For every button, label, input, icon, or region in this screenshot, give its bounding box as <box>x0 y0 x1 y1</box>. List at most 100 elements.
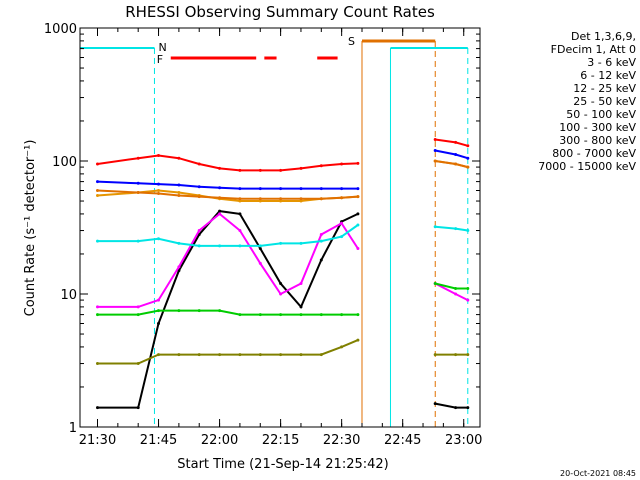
data-point <box>319 187 323 191</box>
data-point <box>136 181 140 185</box>
data-point <box>157 298 160 302</box>
data-point <box>218 209 222 213</box>
data-point <box>157 237 160 241</box>
data-point <box>177 265 181 269</box>
legend-entry: 6 - 12 keV <box>580 69 636 82</box>
data-point <box>238 229 242 232</box>
legend-entry: 50 - 100 keV <box>566 108 636 121</box>
data-point <box>279 241 283 245</box>
data-point <box>466 353 470 357</box>
data-point <box>356 195 360 199</box>
data-point <box>258 168 262 172</box>
data-point <box>238 187 242 191</box>
data-point <box>279 313 283 317</box>
data-point <box>197 353 201 357</box>
data-point <box>279 197 283 201</box>
legend-entry: 100 - 300 keV <box>559 121 636 134</box>
data-point <box>299 187 303 191</box>
series-7000-15000-kev <box>96 338 470 365</box>
data-point <box>433 225 437 229</box>
data-point <box>454 406 458 410</box>
data-point <box>258 353 262 357</box>
data-point <box>96 180 99 184</box>
data-point <box>466 156 470 160</box>
data-point <box>136 313 140 317</box>
data-point <box>197 229 201 232</box>
x-tick-label: 22:15 <box>262 433 299 448</box>
data-point <box>197 244 201 248</box>
legend-entry: 800 - 7000 keV <box>552 147 636 160</box>
data-point <box>218 212 222 216</box>
data-point <box>157 192 160 195</box>
data-point <box>136 305 140 309</box>
data-point <box>356 161 360 165</box>
data-point <box>197 162 201 166</box>
data-point <box>218 196 222 200</box>
data-point <box>356 247 360 250</box>
y-tick-label: 10 <box>60 288 77 303</box>
data-point <box>356 338 360 342</box>
data-point <box>340 162 344 166</box>
data-point <box>258 197 262 201</box>
data-point <box>319 164 323 168</box>
x-tick-label: 22:00 <box>201 433 238 448</box>
series-layer <box>96 138 470 410</box>
data-point <box>356 187 360 191</box>
data-point <box>340 235 344 239</box>
data-point <box>466 165 470 169</box>
data-point <box>238 197 242 201</box>
series-25-50-kev <box>96 223 470 248</box>
data-point <box>340 345 344 349</box>
data-point <box>258 187 262 191</box>
data-point <box>356 212 360 216</box>
series-3-6-kev <box>96 209 470 410</box>
data-point <box>238 168 242 172</box>
series-line <box>435 149 469 160</box>
legend-header: FDecim 1, Att 0 <box>551 43 636 56</box>
series-line <box>97 154 358 172</box>
series-line <box>435 225 468 232</box>
series-line <box>435 402 468 409</box>
data-point <box>279 199 283 203</box>
series-12-25-kev <box>96 282 470 317</box>
y-tick-label: 1 <box>69 421 77 436</box>
data-point <box>433 159 437 163</box>
data-point <box>299 353 303 357</box>
series-line <box>97 212 359 308</box>
series-line <box>435 160 469 169</box>
data-point <box>433 138 437 141</box>
data-point <box>340 196 344 200</box>
x-axis-label: Start Time (21-Sep-14 21:25:42) <box>177 457 388 472</box>
data-point <box>157 182 160 186</box>
data-point <box>177 353 181 357</box>
data-point <box>340 313 344 317</box>
data-point <box>96 189 99 192</box>
data-point <box>279 292 283 296</box>
series-line <box>97 189 358 200</box>
saa-label: S <box>348 35 355 48</box>
data-point <box>177 309 181 313</box>
data-point <box>279 168 283 172</box>
legend-entry: 25 - 50 keV <box>573 95 636 108</box>
data-point <box>136 406 140 410</box>
data-point <box>466 144 470 148</box>
data-point <box>299 199 303 203</box>
legend-header: Det 1,3,6,9, <box>571 30 636 43</box>
data-point <box>433 402 437 406</box>
data-point <box>218 166 222 170</box>
data-point <box>454 353 458 357</box>
data-point <box>279 282 283 285</box>
data-point <box>197 185 201 189</box>
data-point <box>356 313 360 317</box>
data-point <box>319 239 323 243</box>
data-point <box>466 406 470 410</box>
series-800-7000-kev <box>96 159 470 201</box>
data-point <box>218 186 222 190</box>
series-300-800-kev <box>96 149 470 191</box>
y-axis-label: Count Rate (s⁻¹ detector⁻¹) <box>23 140 38 317</box>
data-point <box>96 305 99 309</box>
data-point <box>177 183 181 187</box>
night-label: N <box>158 41 166 54</box>
data-point <box>136 191 140 194</box>
